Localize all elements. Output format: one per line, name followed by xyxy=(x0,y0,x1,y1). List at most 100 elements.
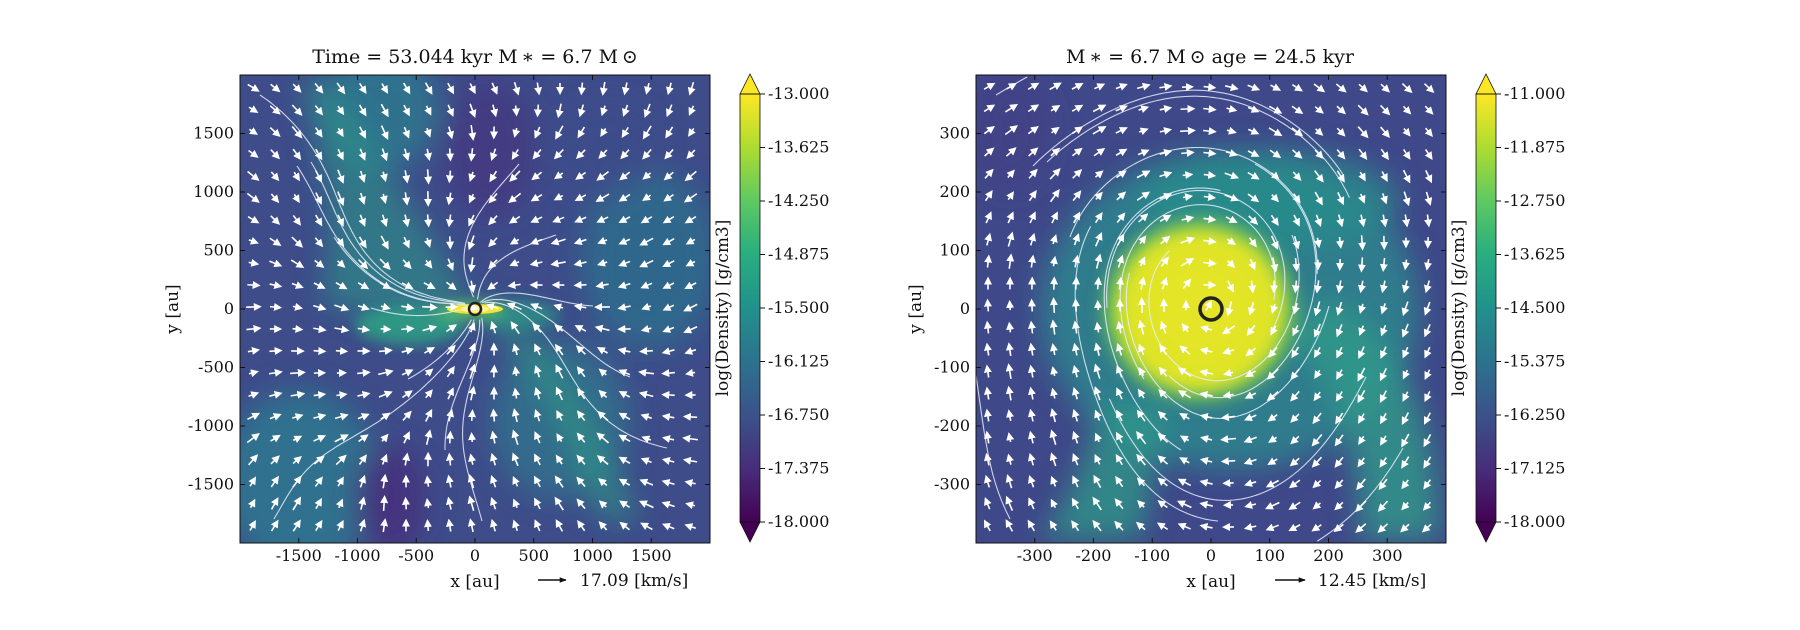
velocity-arrow xyxy=(618,478,631,487)
velocity-arrow xyxy=(1203,237,1217,246)
velocity-arrow xyxy=(1377,500,1389,512)
x-tick-label: 100 xyxy=(1254,546,1285,565)
velocity-arrow xyxy=(468,409,476,421)
velocity-arrow xyxy=(290,368,306,377)
streamline xyxy=(1103,187,1221,451)
density-map-right xyxy=(976,75,1446,543)
velocity-arrow xyxy=(357,368,371,377)
colorbar-tick-label: -12.750 xyxy=(1504,191,1565,210)
velocity-arrow xyxy=(292,496,302,511)
velocity-arrow xyxy=(1220,457,1236,466)
velocity-arrow xyxy=(597,258,608,267)
velocity-arrow xyxy=(511,408,520,423)
velocity-arrow xyxy=(661,435,675,443)
velocity-arrow xyxy=(380,302,391,311)
y-tick-label: -300 xyxy=(934,475,970,494)
velocity-arrow xyxy=(639,259,654,268)
velocity-arrow xyxy=(687,81,696,96)
velocity-arrow xyxy=(446,258,454,271)
velocity-arrow xyxy=(246,192,260,203)
x-axis-label-left: x [au] xyxy=(450,572,499,592)
velocity-arrow xyxy=(1290,390,1300,402)
velocity-arrow xyxy=(336,148,344,161)
velocity-arrow xyxy=(1116,276,1125,290)
velocity-arrow xyxy=(1072,169,1083,179)
velocity-arrow xyxy=(596,170,610,181)
velocity-arrow xyxy=(511,105,520,117)
velocity-arrow xyxy=(424,169,433,185)
velocity-arrow xyxy=(1005,342,1014,356)
velocity-arrow xyxy=(1199,368,1213,377)
velocity-arrow xyxy=(1270,235,1279,250)
velocity-arrow xyxy=(508,215,521,224)
velocity-arrow xyxy=(402,452,411,466)
x-tick-label: -1500 xyxy=(276,546,322,565)
velocity-arrow xyxy=(1006,321,1015,333)
velocity-arrow xyxy=(1379,257,1388,273)
velocity-arrow xyxy=(575,345,586,355)
velocity-arrow xyxy=(1094,409,1102,421)
velocity-arrow xyxy=(533,475,542,488)
velocity-arrow xyxy=(1314,191,1323,206)
velocity-arrow xyxy=(576,454,586,465)
velocity-arrow xyxy=(1072,254,1081,268)
velocity-arrow xyxy=(983,125,995,135)
velocity-arrow xyxy=(1050,498,1059,509)
velocity-arrow xyxy=(1288,501,1301,510)
velocity-arrow xyxy=(1291,346,1300,359)
velocity-arrow xyxy=(248,127,258,135)
velocity-arrow xyxy=(424,389,433,399)
velocity-arrow xyxy=(983,298,992,312)
velocity-arrow xyxy=(1380,214,1389,228)
velocity-arrow xyxy=(1401,83,1413,94)
velocity-arrow xyxy=(1402,369,1410,380)
velocity-arrow xyxy=(1160,235,1171,245)
velocity-arrow xyxy=(1247,105,1260,113)
velocity-arrow xyxy=(1071,320,1080,334)
velocity-arrow xyxy=(1137,319,1146,335)
streamline xyxy=(484,301,668,449)
velocity-arrow xyxy=(617,281,631,289)
velocity-arrow xyxy=(424,105,432,116)
velocity-arrow xyxy=(1314,170,1324,183)
velocity-arrow xyxy=(335,347,349,355)
velocity-arrow xyxy=(1006,253,1015,269)
velocity-arrow xyxy=(1157,410,1168,421)
velocity-arrow xyxy=(446,126,455,140)
velocity-arrow xyxy=(1049,429,1058,445)
velocity-arrow xyxy=(313,412,327,421)
velocity-arrow xyxy=(424,368,434,377)
velocity-arrow xyxy=(1289,457,1300,467)
velocity-arrow xyxy=(468,171,477,182)
streamline xyxy=(462,317,484,522)
streamline xyxy=(1069,146,1318,274)
velocity-arrow xyxy=(575,171,587,180)
velocity-arrow xyxy=(1402,127,1411,137)
velocity-arrow xyxy=(1159,343,1168,356)
velocity-arrow xyxy=(1248,237,1257,248)
velocity-arrow xyxy=(1179,435,1190,443)
velocity-arrow xyxy=(1005,519,1014,532)
velocity-arrow xyxy=(511,429,520,445)
velocity-arrow xyxy=(1027,386,1036,400)
velocity-arrow xyxy=(1071,82,1084,91)
velocity-arrow xyxy=(1248,258,1256,271)
velocity-arrow xyxy=(1334,456,1344,468)
velocity-arrow xyxy=(618,259,631,267)
velocity-arrow xyxy=(534,82,543,96)
velocity-arrow xyxy=(1226,280,1235,293)
velocity-arrow xyxy=(314,497,322,509)
velocity-arrow xyxy=(1072,364,1080,378)
velocity-arrow xyxy=(1292,193,1301,204)
velocity-arrow xyxy=(422,303,438,312)
velocity-arrow xyxy=(1357,413,1366,424)
velocity-arrow xyxy=(666,104,674,118)
velocity-arrow xyxy=(552,215,565,223)
velocity-arrow xyxy=(1203,83,1217,92)
velocity-arrow xyxy=(984,211,992,224)
velocity-arrow xyxy=(1136,409,1146,422)
velocity-arrow xyxy=(490,497,498,510)
velocity-arrow xyxy=(1159,105,1173,113)
velocity-arrow xyxy=(984,232,993,246)
velocity-arrow xyxy=(1027,298,1036,312)
